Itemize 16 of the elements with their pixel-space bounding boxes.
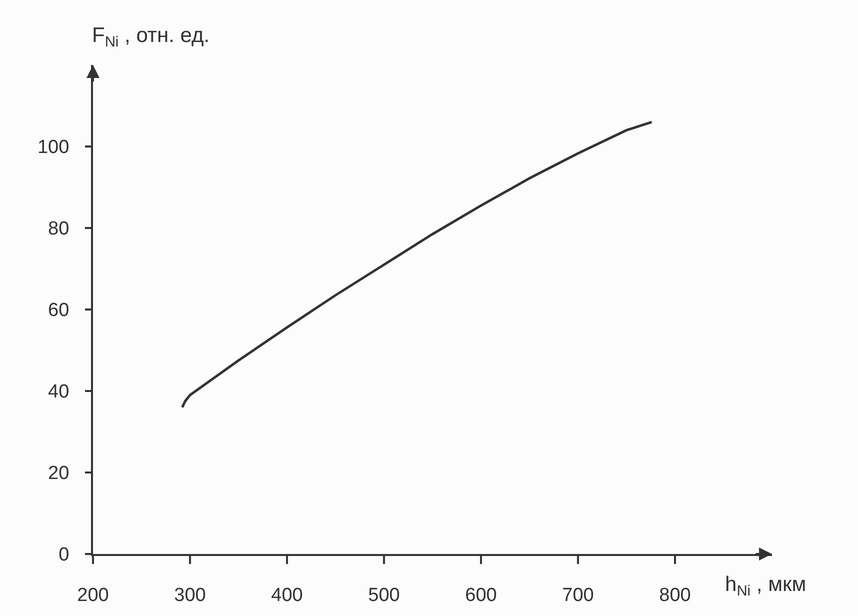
y-tick-label: 60 bbox=[48, 300, 70, 322]
y-axis-title: F$_{Ni}$ , отн. ед. bbox=[92, 24, 210, 50]
x-tick-label: 500 bbox=[368, 584, 400, 606]
x-tick-label: 800 bbox=[659, 584, 691, 606]
x-tick-label: 700 bbox=[562, 584, 594, 606]
line-series bbox=[180, 120, 653, 409]
y-tick-label: 40 bbox=[48, 382, 70, 403]
x-tick-label: 400 bbox=[271, 584, 303, 606]
y-tick-label: 20 bbox=[48, 463, 70, 484]
y-tick-label: 80 bbox=[48, 218, 70, 240]
x-axis-title: h$_{Ni}$ , мкм bbox=[725, 573, 806, 600]
x-tick-label: 600 bbox=[465, 584, 497, 606]
y-tick-label: 0 bbox=[58, 544, 70, 566]
x-tick-label: 200 bbox=[77, 584, 109, 606]
y-tick-label: 100 bbox=[37, 137, 70, 158]
x-tick-label: 300 bbox=[174, 584, 206, 606]
